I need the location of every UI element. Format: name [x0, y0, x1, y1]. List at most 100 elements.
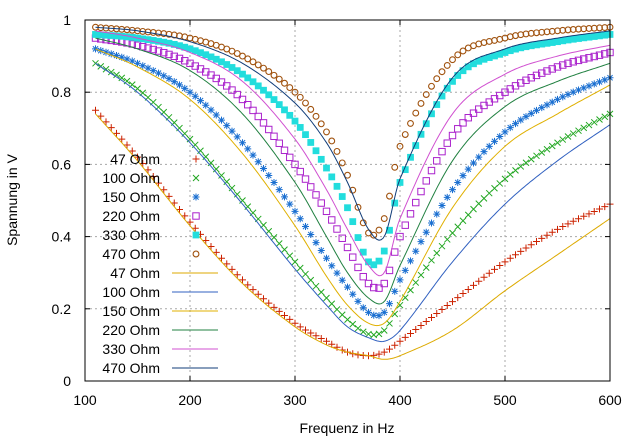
- data-point: [328, 173, 336, 181]
- data-point: [218, 172, 225, 179]
- data-point: [522, 244, 530, 252]
- data-point: [496, 50, 504, 58]
- data-point: [302, 326, 309, 334]
- data-point: [354, 297, 362, 305]
- data-point: [228, 265, 236, 273]
- data-point: [527, 155, 535, 163]
- data-point: [202, 101, 210, 109]
- data-point: [233, 67, 241, 75]
- data-point: [323, 254, 330, 262]
- data-point: [338, 234, 346, 242]
- data-point: [454, 178, 462, 186]
- y-tick-label: 0.4: [52, 229, 72, 245]
- data-point: [144, 44, 152, 52]
- data-point: [575, 127, 582, 135]
- data-point: [275, 186, 283, 194]
- data-point: [580, 212, 588, 220]
- data-point: [596, 205, 603, 213]
- data-point: [533, 106, 540, 114]
- legend-marker-swatch: [192, 155, 200, 163]
- data-point: [601, 203, 609, 211]
- data-point: [501, 175, 509, 183]
- data-point: [412, 325, 420, 333]
- data-point: [275, 101, 283, 108]
- data-point: [428, 110, 435, 118]
- data-point: [191, 141, 199, 149]
- data-point: [401, 266, 409, 274]
- data-point: [233, 271, 241, 279]
- data-point: [575, 86, 582, 94]
- data-point: [260, 295, 267, 303]
- legend: 47 Ohm 100 Ohm 150 Ohm 220 Ohm 330 Ohm 470 Oh…: [102, 151, 218, 376]
- data-point: [322, 207, 331, 216]
- series-7: [95, 62, 611, 343]
- legend-label: 47 Ohm: [110, 151, 160, 167]
- data-point: [249, 106, 257, 115]
- series-11: [95, 26, 611, 241]
- data-point: [596, 116, 603, 123]
- data-point: [585, 33, 593, 41]
- data-point: [307, 139, 315, 146]
- data-point: [323, 128, 330, 136]
- data-point: [375, 330, 383, 338]
- x-tick-label: 200: [178, 392, 202, 408]
- data-point: [223, 82, 231, 90]
- data-point: [517, 163, 525, 170]
- data-point: [470, 281, 477, 289]
- data-point: [396, 179, 404, 186]
- data-point: [333, 269, 341, 277]
- data-point: [123, 33, 131, 41]
- data-point: [160, 38, 168, 46]
- data-point: [239, 276, 246, 284]
- data-point: [218, 116, 225, 124]
- series-line: [95, 62, 611, 343]
- data-point: [564, 90, 572, 98]
- data-point: [176, 81, 183, 89]
- data-point: [291, 160, 299, 169]
- data-point: [370, 261, 378, 269]
- data-point: [233, 90, 241, 99]
- data-point: [532, 71, 541, 80]
- legend-label: 330 Ohm: [102, 227, 160, 243]
- data-point: [102, 48, 110, 56]
- data-point: [344, 204, 351, 212]
- data-point: [301, 175, 310, 183]
- data-point: [296, 215, 304, 223]
- data-point: [307, 183, 315, 191]
- data-point: [559, 136, 567, 143]
- legend-marker-swatch: [192, 193, 200, 201]
- data-point: [296, 124, 304, 131]
- data-point: [97, 112, 105, 120]
- data-point: [407, 119, 414, 127]
- data-point: [328, 340, 336, 348]
- data-point: [244, 101, 252, 109]
- data-point: [365, 330, 372, 338]
- data-point: [438, 202, 446, 210]
- data-point: [170, 40, 178, 48]
- data-point: [328, 216, 336, 224]
- data-point: [548, 98, 556, 106]
- data-point: [186, 218, 194, 226]
- data-point: [506, 47, 514, 55]
- data-point: [202, 153, 210, 161]
- data-point: [480, 194, 488, 202]
- data-point: [291, 258, 299, 266]
- data-point: [118, 74, 126, 82]
- data-point: [128, 57, 136, 65]
- data-point: [275, 240, 283, 247]
- data-point: [165, 75, 173, 83]
- data-point: [595, 51, 604, 59]
- data-point: [155, 69, 162, 77]
- data-point: [107, 68, 115, 76]
- data-point: [443, 193, 451, 201]
- data-point: [212, 248, 220, 256]
- data-point: [254, 290, 262, 298]
- data-point: [454, 223, 462, 231]
- data-point: [333, 225, 341, 233]
- data-point: [270, 71, 278, 79]
- legend-label: 100 Ohm: [102, 284, 160, 300]
- legend-label: 150 Ohm: [102, 189, 160, 205]
- data-point: [312, 191, 320, 199]
- data-point: [139, 62, 147, 70]
- data-point: [548, 228, 556, 236]
